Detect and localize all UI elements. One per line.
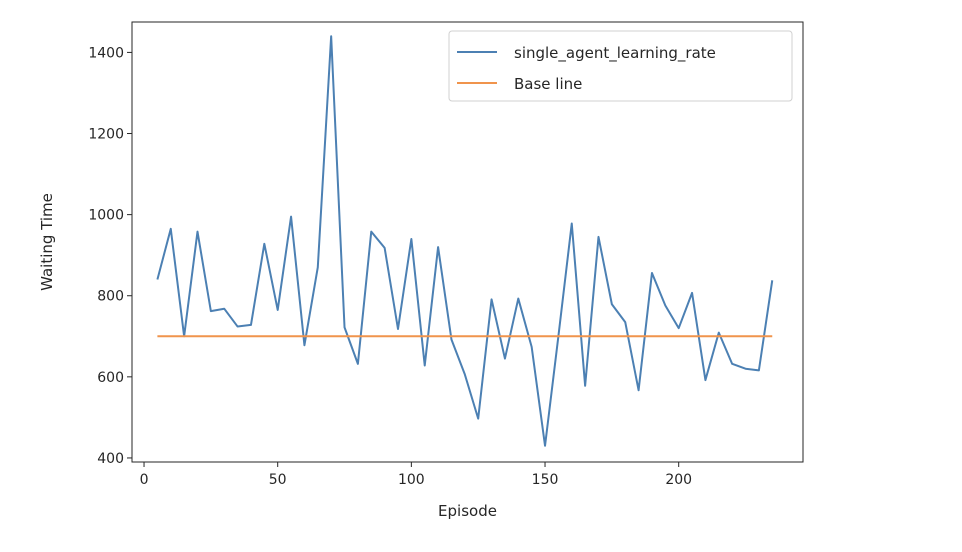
- x-axis-label: Episode: [438, 502, 497, 520]
- x-tick-label: 0: [140, 472, 149, 488]
- x-tick-label: 100: [398, 472, 425, 488]
- x-tick-label: 150: [532, 472, 559, 488]
- x-tick-label: 50: [269, 472, 287, 488]
- x-tick-label: 200: [665, 472, 692, 488]
- y-tick-label: 1000: [88, 208, 124, 224]
- legend-label-single-agent-learning-rate: single_agent_learning_rate: [514, 44, 716, 63]
- y-tick-label: 600: [97, 370, 124, 386]
- legend: single_agent_learning_rate Base line: [448, 30, 793, 102]
- series-line-single-agent-learning-rate: [156, 35, 774, 447]
- plot-area-frame: [131, 21, 804, 463]
- y-axis-label: Waiting Time: [38, 193, 56, 291]
- axis-ticks: 0 50 100 150 200 400 600 800 1000 1200 1400: [88, 45, 692, 488]
- y-tick-label: 1400: [88, 45, 124, 61]
- series-lines: [156, 35, 774, 447]
- y-tick-label: 800: [97, 289, 124, 305]
- y-tick-label: 400: [97, 451, 124, 467]
- legend-label-base-line: Base line: [514, 75, 582, 93]
- y-tick-label: 1200: [88, 127, 124, 143]
- legend-box: [448, 30, 793, 102]
